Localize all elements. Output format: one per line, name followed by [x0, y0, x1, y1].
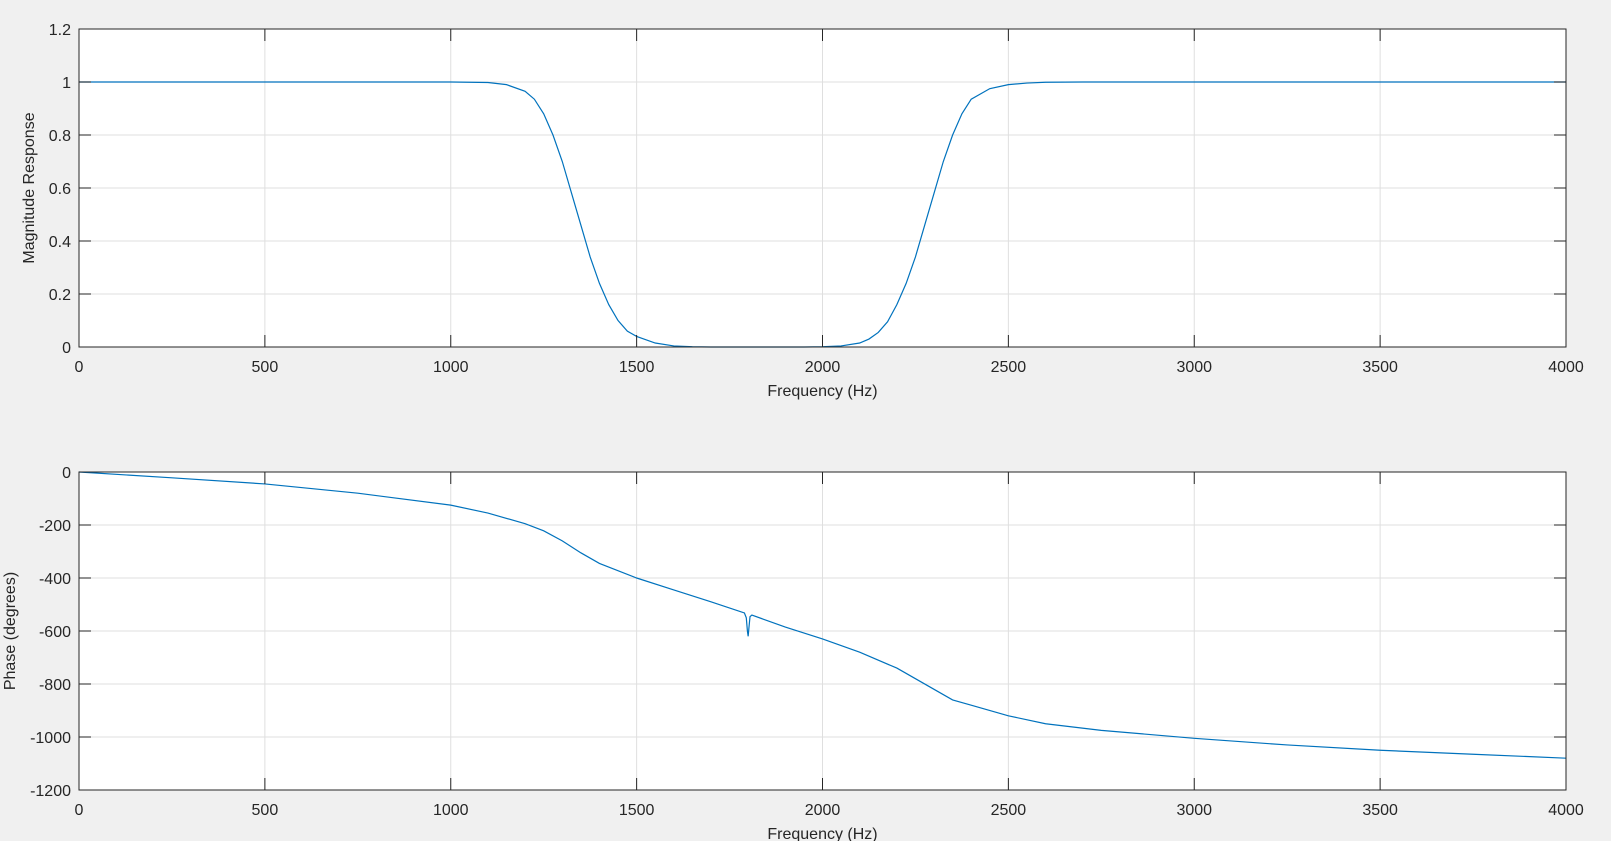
x-axis-label: Frequency (Hz) — [767, 383, 877, 400]
y-tick-label: -400 — [39, 571, 71, 588]
x-tick-label: 0 — [75, 359, 84, 376]
x-tick-label: 1500 — [619, 802, 655, 819]
y-tick-label: 0.2 — [49, 287, 71, 304]
x-tick-label: 4000 — [1548, 359, 1584, 376]
y-tick-label: 0.8 — [49, 128, 71, 145]
x-tick-label: 1500 — [619, 359, 655, 376]
y-tick-label: 0.4 — [49, 234, 71, 251]
y-axis-label: Magnitude Response — [21, 112, 38, 263]
y-axis-label: Phase (degrees) — [2, 572, 19, 690]
x-tick-label: 4000 — [1548, 802, 1584, 819]
x-tick-label: 500 — [252, 802, 279, 819]
y-tick-label: -1200 — [30, 783, 71, 800]
x-tick-label: 3500 — [1362, 359, 1398, 376]
x-tick-label: 1000 — [433, 802, 469, 819]
y-tick-label: -600 — [39, 624, 71, 641]
x-tick-label: 2500 — [991, 359, 1027, 376]
series-line — [78, 471, 1567, 759]
x-tick-label: 2000 — [805, 359, 841, 376]
y-tick-label: -800 — [39, 677, 71, 694]
y-tick-label: -1000 — [30, 730, 71, 747]
y-tick-label: 0.6 — [49, 181, 71, 198]
x-tick-label: 3000 — [1176, 802, 1212, 819]
x-tick-label: 2500 — [991, 802, 1027, 819]
magnitude-response-plot: 0 500 1000 1500 2000 2500 3000 3500 4000 0 0.2 0.4 0… — [21, 22, 1584, 400]
y-tick-label: 0 — [62, 465, 71, 482]
y-tick-label: -200 — [39, 518, 71, 535]
y-tick-label: 1 — [62, 75, 71, 92]
y-tick-label: 0 — [62, 340, 71, 357]
x-tick-label: 1000 — [433, 359, 469, 376]
y-tick-label: 1.2 — [49, 22, 71, 39]
x-tick-label: 3500 — [1362, 802, 1398, 819]
x-tick-label: 3000 — [1176, 359, 1212, 376]
phase-response-plot: 0 500 1000 1500 2000 2500 3000 3500 4000 -1200 -10… — [2, 465, 1584, 841]
x-tick-label: 0 — [75, 802, 84, 819]
x-tick-label: 2000 — [805, 802, 841, 819]
x-axis-label: Frequency (Hz) — [767, 826, 877, 841]
x-tick-label: 500 — [252, 359, 279, 376]
